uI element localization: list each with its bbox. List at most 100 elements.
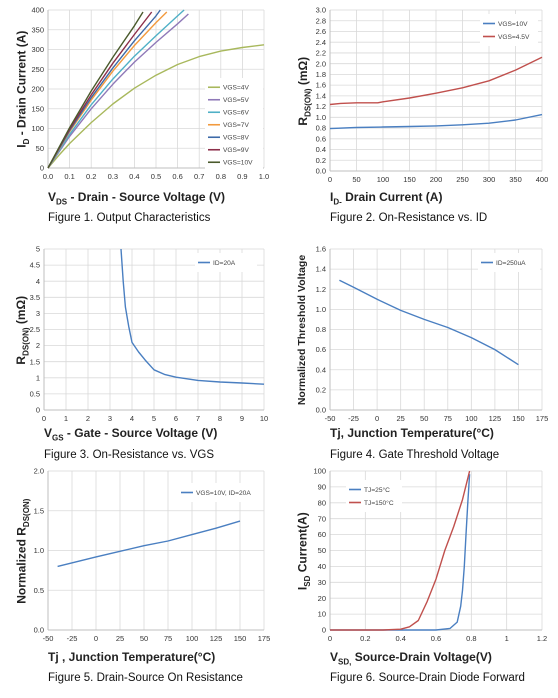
- chart-4-caption: Figure 4. Gate Threshold Voltage: [330, 449, 500, 461]
- y-tick-label: 0: [36, 406, 40, 415]
- chart-4-legend: ID=250uA: [478, 253, 540, 272]
- chart-5-x-axis-label: Tj , Junction Temperature(°C): [48, 650, 216, 664]
- y-tick-label: 0.6: [316, 134, 326, 143]
- y-tick-label: 4.5: [30, 261, 40, 270]
- x-tick-label: 0.9: [237, 172, 247, 181]
- x-tick-label: 100: [186, 634, 199, 643]
- chart-5-legend: VGS=10V, ID=20A: [178, 483, 262, 502]
- y-tick-label: 200: [31, 85, 44, 94]
- x-tick-label: 0.8: [466, 634, 476, 643]
- x-tick-label: -25: [67, 634, 78, 643]
- y-tick-label: 1.2: [316, 285, 326, 294]
- x-tick-label: 175: [536, 414, 549, 423]
- x-tick-label: 50: [420, 414, 428, 423]
- x-tick-label: 4: [130, 414, 134, 423]
- y-tick-label: 60: [318, 530, 326, 539]
- y-tick-label: 2.0: [316, 59, 326, 68]
- series-line-1: [47, 44, 265, 169]
- x-tick-label: 400: [536, 175, 549, 184]
- x-tick-label: 125: [210, 634, 223, 643]
- legend-label: VGS=10V: [498, 21, 528, 28]
- y-tick-label: 90: [318, 483, 326, 492]
- y-tick-label: 1: [36, 373, 40, 382]
- series-line-2: [329, 56, 543, 106]
- x-tick-label: 100: [377, 175, 390, 184]
- x-tick-label: 25: [396, 414, 404, 423]
- y-tick-label: 30: [318, 578, 326, 587]
- legend-label: VGS=7V: [223, 122, 249, 129]
- series-line-3: [47, 9, 185, 169]
- y-tick-label: 0.6: [316, 345, 326, 354]
- y-tick-label: 2.5: [30, 325, 40, 334]
- chart-2-x-axis-label: ID- Drain Current (A): [330, 190, 443, 207]
- chart-4-plot: -50 -25 0 25 50 75 100 125 150 175 0.0 0.2 0.4 0.6 0.8…: [316, 245, 549, 423]
- legend-label: TJ=150°C: [364, 499, 394, 507]
- chart-1-legend: VGS=4V VGS=5V VGS=6V VGS=7V VGS=8V VGS=9V VGS=…: [205, 78, 263, 172]
- x-tick-label: 3: [108, 414, 112, 423]
- legend-background: [346, 480, 402, 512]
- y-tick-label: 0.4: [316, 365, 326, 374]
- x-tick-label: 150: [403, 175, 416, 184]
- x-tick-label: 50: [352, 175, 360, 184]
- y-tick-label: 20: [318, 594, 326, 603]
- series-line-2: [330, 470, 471, 631]
- legend-background: [480, 14, 538, 46]
- y-tick-label: 1.6: [316, 245, 326, 254]
- legend-background: [178, 483, 262, 502]
- y-tick-label: 1.5: [34, 506, 44, 515]
- x-tick-label: 0.6: [431, 634, 441, 643]
- y-tick-label: 2.8: [316, 16, 326, 25]
- y-tick-label: 1.2: [316, 102, 326, 111]
- x-tick-label: 10: [260, 414, 268, 423]
- y-tick-label: 1.5: [30, 357, 40, 366]
- x-tick-label: 7: [196, 414, 200, 423]
- x-tick-label: 0.4: [395, 634, 405, 643]
- legend-label: VGS=8V: [223, 135, 249, 142]
- x-tick-label: -50: [325, 414, 336, 423]
- x-tick-label: 0: [375, 414, 379, 423]
- y-tick-label: 0.4: [316, 145, 326, 154]
- series-line-1: [330, 474, 471, 631]
- y-tick-label: 0.8: [316, 124, 326, 133]
- y-tick-label: 1.4: [316, 265, 326, 274]
- series-line-1: [57, 520, 241, 568]
- y-tick-label: 1.0: [316, 113, 326, 122]
- legend-label: VGS=10V: [223, 160, 253, 167]
- legend-background: [195, 253, 257, 272]
- y-tick-label: 3.5: [30, 293, 40, 302]
- x-tick-label: 0: [328, 634, 332, 643]
- chart-6-caption: Figure 6. Source-Drain Diode Forward: [330, 672, 525, 684]
- x-tick-label: 0.3: [108, 172, 118, 181]
- chart-6-legend: TJ=25°C TJ=150°C: [346, 480, 402, 512]
- y-tick-label: 0.0: [316, 406, 326, 415]
- y-tick-label: 1.0: [34, 546, 44, 555]
- x-tick-label: 175: [258, 634, 271, 643]
- x-tick-label: 0.6: [172, 172, 182, 181]
- y-tick-label: 350: [31, 25, 44, 34]
- chart-3-y-axis-label: RDS(ON) (mΩ): [13, 295, 31, 365]
- y-tick-label: 0.8: [316, 325, 326, 334]
- y-tick-label: 4: [36, 277, 40, 286]
- y-tick-label: 2.2: [316, 49, 326, 58]
- x-tick-label: 150: [234, 634, 247, 643]
- chart-4-x-axis-label: Tj, Junction Temperature(°C): [330, 426, 494, 440]
- legend-label: TJ=25°C: [364, 486, 390, 494]
- y-tick-label: 1.0: [316, 305, 326, 314]
- legend-label: VGS=5V: [223, 97, 249, 104]
- x-tick-label: -25: [348, 414, 359, 423]
- y-tick-label: 400: [31, 6, 44, 15]
- y-tick-label: 5: [36, 245, 40, 254]
- x-tick-label: 200: [430, 175, 443, 184]
- legend-label: VGS=4.5V: [498, 34, 530, 41]
- chart-4-y-axis-label: Normalized Threshold Voltage: [296, 254, 309, 405]
- x-tick-label: 0.2: [360, 634, 370, 643]
- x-tick-label: 0.5: [151, 172, 161, 181]
- y-tick-label: 40: [318, 562, 326, 571]
- chart-5-y-axis-label: Normalized RDS(ON): [13, 498, 31, 604]
- chart-2-legend: VGS=10V VGS=4.5V: [480, 14, 538, 46]
- y-tick-label: 50: [36, 144, 44, 153]
- series-line-1: [329, 113, 543, 130]
- x-tick-label: 25: [116, 634, 124, 643]
- chart-5-caption: Figure 5. Drain-Source On Resistance: [48, 672, 243, 684]
